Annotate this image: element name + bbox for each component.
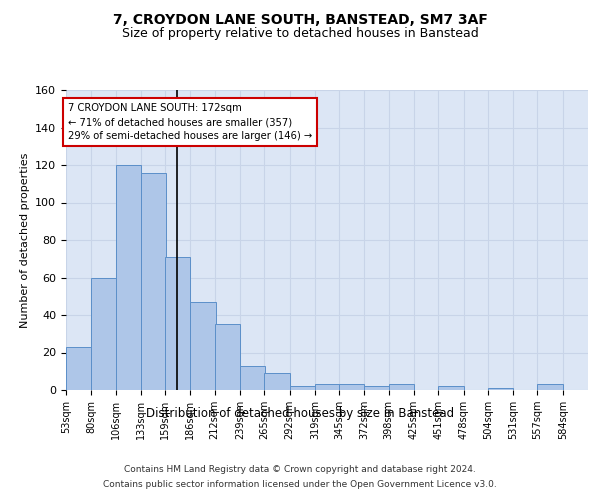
- Bar: [339, 384, 364, 390]
- Bar: [141, 172, 166, 390]
- Bar: [538, 384, 563, 390]
- Text: Contains public sector information licensed under the Open Government Licence v3: Contains public sector information licen…: [103, 480, 497, 489]
- Bar: [215, 324, 240, 390]
- Bar: [116, 165, 141, 390]
- Text: Size of property relative to detached houses in Banstead: Size of property relative to detached ho…: [122, 28, 478, 40]
- Text: 7 CROYDON LANE SOUTH: 172sqm
← 71% of detached houses are smaller (357)
29% of s: 7 CROYDON LANE SOUTH: 172sqm ← 71% of de…: [68, 103, 312, 141]
- Bar: [488, 388, 513, 390]
- Bar: [190, 302, 215, 390]
- Bar: [91, 278, 116, 390]
- Bar: [240, 366, 265, 390]
- Bar: [165, 257, 190, 390]
- Text: Contains HM Land Registry data © Crown copyright and database right 2024.: Contains HM Land Registry data © Crown c…: [124, 465, 476, 474]
- Bar: [66, 347, 91, 390]
- Text: Distribution of detached houses by size in Banstead: Distribution of detached houses by size …: [146, 408, 454, 420]
- Bar: [315, 384, 340, 390]
- Bar: [439, 386, 464, 390]
- Bar: [265, 373, 290, 390]
- Y-axis label: Number of detached properties: Number of detached properties: [20, 152, 29, 328]
- Bar: [389, 384, 414, 390]
- Bar: [290, 386, 315, 390]
- Bar: [364, 386, 389, 390]
- Text: 7, CROYDON LANE SOUTH, BANSTEAD, SM7 3AF: 7, CROYDON LANE SOUTH, BANSTEAD, SM7 3AF: [113, 12, 487, 26]
